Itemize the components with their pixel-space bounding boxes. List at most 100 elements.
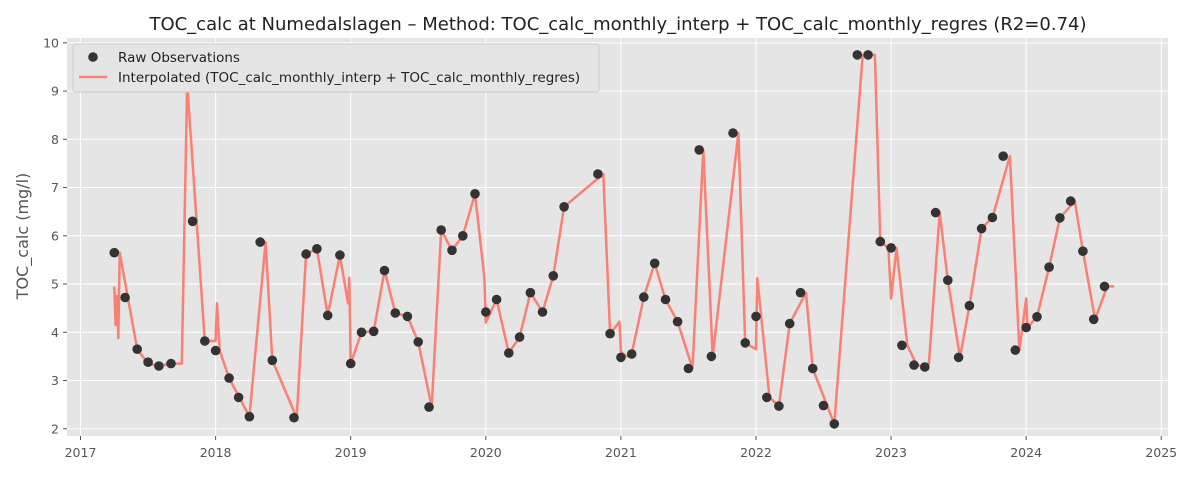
x-tick-label: 2021	[605, 445, 637, 460]
raw-observation-point	[402, 311, 413, 322]
raw-observation-point	[289, 412, 299, 423]
raw-observation-point	[593, 169, 603, 179]
raw-observation-point	[706, 351, 717, 362]
legend-marker-raw	[88, 52, 98, 62]
raw-observation-point	[312, 244, 322, 254]
raw-observation-point	[345, 358, 356, 369]
y-tick-label: 10	[43, 35, 59, 50]
raw-observation-point	[1078, 246, 1088, 256]
y-axis-label: TOC_calc (mg/l)	[13, 173, 33, 301]
y-tick-label: 3	[51, 373, 59, 388]
raw-observation-point	[1032, 312, 1042, 322]
x-tick-label: 2023	[875, 445, 907, 460]
raw-observation-point	[504, 348, 514, 358]
raw-observation-point	[728, 128, 738, 138]
raw-observation-point	[1055, 213, 1065, 223]
raw-observation-point	[143, 357, 153, 368]
raw-observation-point	[200, 336, 210, 346]
raw-observation-point	[964, 300, 975, 311]
raw-observation-point	[132, 344, 142, 355]
raw-observation-point	[210, 345, 221, 356]
raw-observation-point	[639, 292, 649, 302]
raw-observation-point	[795, 287, 806, 298]
raw-observation-point	[694, 145, 704, 155]
raw-observation-point	[244, 411, 255, 422]
raw-observation-point	[1044, 262, 1054, 273]
raw-observation-point	[537, 307, 548, 317]
raw-observation-point	[943, 275, 953, 286]
raw-observation-point	[998, 151, 1008, 161]
axis-ticks: 2017 2018 2019 2020 2021 2022 2023 2024 2025 2 3 4 5…	[43, 35, 1177, 460]
raw-observation-point	[1010, 345, 1021, 355]
raw-observation-point	[987, 212, 998, 223]
raw-observation-point	[1099, 281, 1110, 292]
raw-observation-point	[379, 265, 390, 276]
raw-observation-point	[616, 352, 626, 363]
raw-observation-point	[897, 340, 907, 351]
legend-label-interp: Interpolated (TOC_calc_monthly_interp + …	[118, 70, 580, 86]
raw-observation-point	[187, 216, 198, 227]
raw-observation-point	[356, 327, 367, 338]
legend-label-raw: Raw Observations	[118, 50, 240, 66]
y-tick-label: 6	[51, 228, 59, 243]
raw-observation-point	[740, 338, 750, 348]
y-tick-label: 9	[51, 84, 59, 99]
grid	[67, 38, 1168, 436]
x-tick-label: 2018	[200, 445, 232, 460]
raw-observation-point	[660, 294, 671, 305]
raw-observation-point	[368, 326, 379, 337]
y-tick-label: 8	[51, 132, 59, 147]
interpolated-series	[113, 53, 1114, 426]
y-tick-label: 4	[51, 325, 59, 340]
chart-title: TOC_calc at Numedalslagen – Method: TOC_…	[148, 14, 1086, 35]
raw-observation-point	[649, 258, 660, 269]
raw-observation-point	[458, 231, 468, 241]
x-tick-label: 2024	[1010, 445, 1042, 460]
raw-observation-point	[672, 316, 683, 327]
x-tick-label: 2017	[65, 445, 97, 460]
raw-observation-point	[559, 202, 569, 212]
raw-observation-point	[920, 362, 930, 372]
raw-observation-point	[953, 352, 964, 363]
raw-observation-point	[525, 287, 536, 298]
raw-observation-point	[875, 236, 886, 247]
raw-observation-point	[224, 373, 234, 383]
y-tick-label: 2	[51, 421, 59, 436]
x-tick-label: 2022	[740, 445, 772, 460]
x-tick-label: 2025	[1145, 445, 1177, 460]
interpolated-line	[113, 53, 1114, 426]
raw-observation-point	[1065, 196, 1076, 206]
raw-observation-point	[1088, 314, 1099, 325]
raw-observation-point	[784, 318, 795, 329]
raw-observation-point	[109, 247, 120, 258]
raw-observation-point	[548, 271, 559, 281]
x-tick-label: 2020	[470, 445, 502, 460]
raw-observation-point	[774, 401, 784, 411]
raw-observation-point	[626, 349, 637, 359]
raw-observation-point	[829, 419, 840, 429]
raw-observation-point	[481, 307, 491, 317]
plot-area	[67, 38, 1168, 436]
raw-observation-point	[267, 355, 278, 366]
raw-observation-point	[436, 225, 447, 235]
raw-observation-point	[120, 292, 130, 303]
raw-observation-point	[335, 250, 345, 260]
raw-observation-point	[424, 402, 434, 412]
raw-observation-point	[470, 189, 480, 199]
legend-box	[72, 43, 600, 93]
legend: Raw Observations Interpolated (TOC_calc_…	[72, 43, 600, 93]
raw-observation-point	[1021, 322, 1031, 333]
raw-observation-point	[166, 358, 176, 369]
raw-observation-point	[322, 310, 333, 321]
raw-observation-point	[762, 392, 772, 403]
raw-observation-point	[413, 337, 424, 347]
raw-observation-point	[886, 243, 896, 253]
raw-observation-point	[863, 50, 873, 60]
raw-observation-point	[852, 50, 863, 60]
raw-observation-point	[818, 400, 829, 411]
raw-observation-point	[301, 249, 311, 259]
raw-observation-point	[514, 332, 525, 342]
raw-observation-point	[751, 311, 761, 322]
raw-observation-point	[255, 237, 265, 247]
